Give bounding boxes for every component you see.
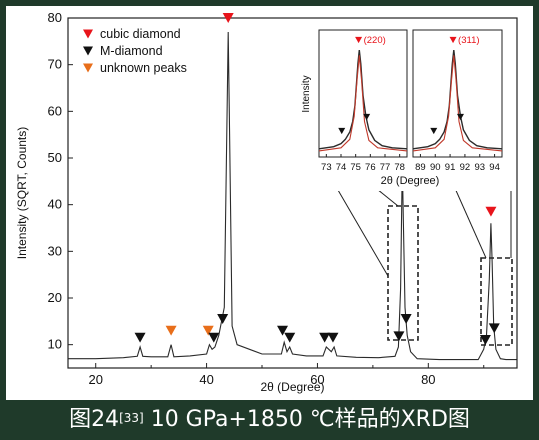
inset-x-tick-label: 92 [460, 162, 471, 173]
inset-x-tick-label: 94 [489, 162, 500, 173]
y-tick-label: 30 [48, 243, 62, 258]
inset-fit-curve [412, 55, 503, 152]
x-axis-label: 2θ (Degree) [260, 380, 324, 394]
inset-peak-marker [456, 113, 464, 121]
peak-marker [327, 332, 339, 343]
peak-marker [134, 332, 146, 343]
x-tick-label: 20 [88, 372, 102, 387]
peak-marker [208, 332, 220, 343]
peak-marker [284, 332, 296, 343]
xrd-curve [68, 31, 517, 361]
legend-marker [83, 29, 93, 39]
inset-311: 89 90 91 92 93 94 (311) [412, 29, 503, 173]
xrd-chart: 20 40 60 80 10 20 30 40 50 60 70 80 2θ (Degree) Inten… [15, 10, 518, 394]
x-tick-label: 40 [199, 372, 213, 387]
legend-marker [83, 63, 93, 73]
inset-x-tick-label: 90 [430, 162, 441, 173]
inset-x-tick-label: 73 [321, 162, 332, 173]
legend-label: cubic diamond [100, 27, 181, 41]
inset-x-tick-label: 89 [415, 162, 426, 173]
y-tick-label: 70 [48, 57, 62, 72]
inset-x-axis-label: 2θ (Degree) [381, 175, 440, 187]
inset-x-tick-label: 77 [380, 162, 391, 173]
y-tick-label: 60 [48, 103, 62, 118]
legend-marker [83, 46, 93, 56]
inset-peak-marker [430, 127, 438, 135]
y-tick-label: 40 [48, 197, 62, 212]
peak-marker [488, 323, 500, 334]
inset-x-tick-label: 93 [474, 162, 485, 173]
y-tick-label: 10 [48, 337, 62, 352]
inset-fit-curve [318, 55, 408, 152]
inset-x-tick-label: 91 [445, 162, 456, 173]
highlight-box-311 [480, 257, 513, 346]
highlight-box-220 [387, 205, 419, 341]
peak-marker [393, 331, 405, 342]
x-tick-label: 60 [310, 372, 324, 387]
inset-miller-index: (220) [364, 35, 386, 46]
inset-x-tick-label: 76 [365, 162, 376, 173]
y-axis-label: Intensity (SQRT, Counts) [15, 127, 29, 260]
peak-marker [202, 325, 214, 336]
plot-frame [67, 17, 518, 369]
inset-220: 73 74 75 76 77 78 (220) Intensity [301, 29, 408, 173]
inset-x-tick-label: 74 [336, 162, 347, 173]
inset-peak-marker [338, 127, 346, 135]
peak-marker [222, 13, 234, 23]
inset-peak-marker [363, 113, 371, 121]
peak-marker [277, 325, 289, 336]
peak-marker [479, 335, 491, 345]
caption-text: 10 GPa+1850 ℃样品的XRD图 [143, 407, 470, 432]
inset-measured-curve [412, 50, 503, 150]
xrd-figure-panel: 20 40 60 80 10 20 30 40 50 60 70 80 2θ (Degree) Inten… [6, 6, 533, 400]
caption-prefix: 图24 [69, 407, 120, 432]
y-tick-label: 20 [48, 290, 62, 305]
y-tick-label: 80 [48, 10, 62, 25]
legend-label: unknown peaks [100, 61, 187, 75]
y-tick-label: 50 [48, 150, 62, 165]
inset-x-tick-label: 75 [350, 162, 361, 173]
inset-x-tick-label: 78 [394, 162, 405, 173]
peak-marker [400, 314, 412, 324]
peak-marker [217, 314, 229, 324]
legend-label: M-diamond [100, 44, 163, 58]
inset-peak-marker [355, 36, 363, 44]
peak-marker [165, 325, 177, 336]
inset-miller-index: (311) [458, 35, 479, 46]
peak-marker [319, 332, 331, 343]
inset-peak-marker [449, 36, 457, 44]
inset-y-axis-label: Intensity [301, 75, 312, 112]
peak-marker [485, 206, 497, 217]
figure-caption: 图24[33] 10 GPa+1850 ℃样品的XRD图 [0, 400, 539, 440]
x-tick-label: 80 [421, 372, 435, 387]
caption-reference: [33] [119, 411, 144, 425]
